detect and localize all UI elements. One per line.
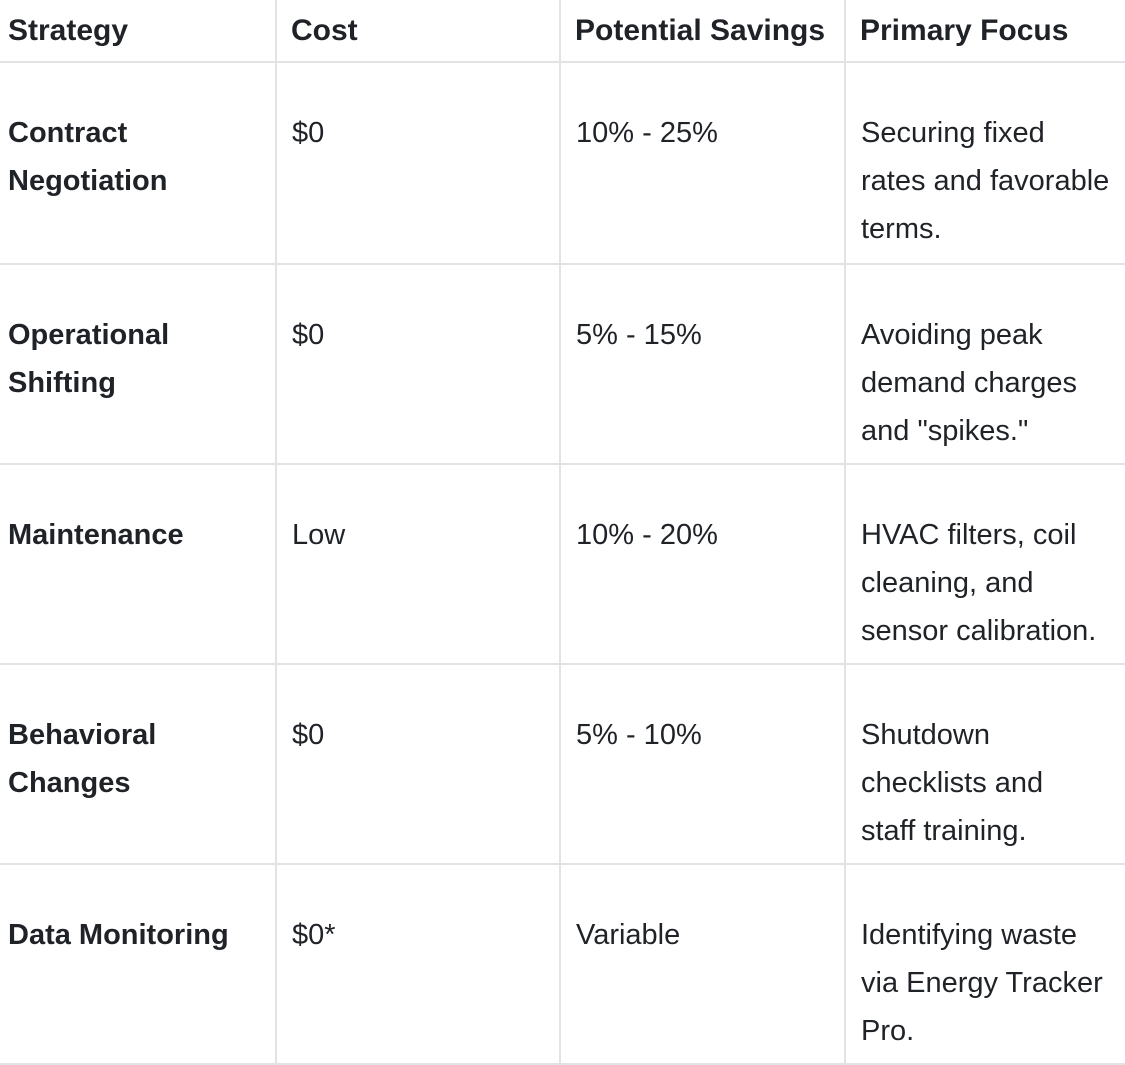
- cell-strategy: Maintenance: [0, 464, 276, 665]
- cell-focus: Identifying waste via Energy Tracker Pro…: [844, 864, 1125, 1065]
- cell-cost: $0: [275, 62, 560, 265]
- cell-cost: $0: [275, 264, 560, 465]
- cell-cost: $0*: [275, 864, 560, 1065]
- table-row: Behavioral Changes $0 5% - 10% Shutdown che…: [0, 664, 1125, 865]
- column-header-primary-focus: Primary Focus: [844, 0, 1125, 63]
- table-row: Maintenance Low 10% - 20% HVAC filters, coi…: [0, 464, 1125, 665]
- table-body: Contract Negotiation $0 10% - 25% Securing …: [0, 62, 1125, 1065]
- column-header-strategy: Strategy: [0, 0, 276, 63]
- cell-savings: 5% - 15%: [559, 264, 845, 465]
- cell-strategy: Data Monitoring: [0, 864, 276, 1065]
- cell-savings: 10% - 20%: [559, 464, 845, 665]
- cell-strategy: Operational Shifting: [0, 264, 276, 465]
- cell-strategy: Contract Negotiation: [0, 62, 276, 265]
- cell-focus: HVAC filters, coil cleaning, and sensor …: [844, 464, 1125, 665]
- cell-strategy: Behavioral Changes: [0, 664, 276, 865]
- column-header-potential-savings: Potential Savings: [559, 0, 845, 63]
- cell-cost: Low: [275, 464, 560, 665]
- table-row: Operational Shifting $0 5% - 15% Avoiding p…: [0, 264, 1125, 465]
- cell-cost: $0: [275, 664, 560, 865]
- cell-focus: Securing fixed rates and favorable terms…: [844, 62, 1125, 265]
- table-row: Contract Negotiation $0 10% - 25% Securing …: [0, 62, 1125, 265]
- cell-focus: Avoiding peak demand charges and "spikes…: [844, 264, 1125, 465]
- header-row: Strategy Cost Potential Savings Primary …: [0, 0, 1125, 63]
- cell-savings: 10% - 25%: [559, 62, 845, 265]
- table-row: Data Monitoring $0* Variable Identifying wa…: [0, 864, 1125, 1065]
- column-header-cost: Cost: [275, 0, 560, 63]
- cell-focus: Shutdown checklists and staff training.: [844, 664, 1125, 865]
- cell-savings: Variable: [559, 864, 845, 1065]
- cell-savings: 5% - 10%: [559, 664, 845, 865]
